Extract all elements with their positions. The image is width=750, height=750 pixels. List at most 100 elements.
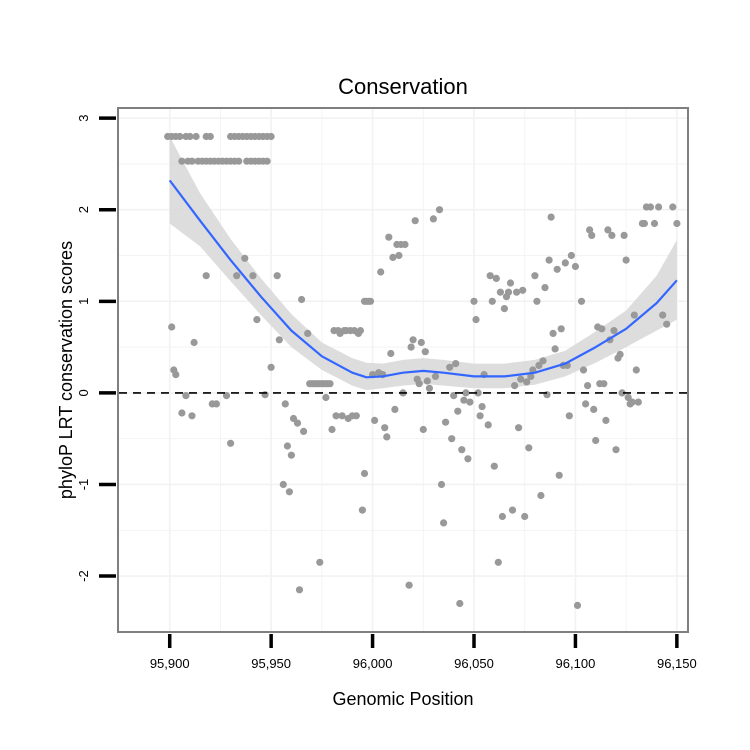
data-point (352, 412, 360, 420)
data-point (630, 311, 638, 319)
data-point (431, 372, 440, 380)
data-point (561, 259, 569, 267)
x-tick-label: 95,950 (251, 656, 291, 671)
data-point (300, 427, 308, 435)
data-point (527, 372, 535, 380)
data-point (401, 240, 409, 249)
data-point (360, 469, 369, 478)
data-point (634, 398, 642, 406)
data-point (273, 272, 281, 280)
data-point (577, 297, 586, 305)
data-point (492, 274, 500, 282)
y-axis: -2 -1 0 1 2 3 (76, 115, 116, 582)
data-point (504, 288, 513, 296)
data-point (547, 213, 555, 221)
data-point (498, 512, 506, 521)
data-point (470, 297, 478, 305)
data-point (510, 382, 519, 390)
data-point (476, 412, 484, 420)
data-point (659, 311, 667, 319)
data-point (206, 132, 214, 141)
data-point (389, 253, 397, 261)
data-point (513, 288, 521, 296)
data-point (387, 349, 395, 358)
x-tick-label: 96,150 (657, 656, 697, 671)
data-point (222, 392, 231, 400)
data-point (212, 400, 220, 408)
data-point (188, 412, 196, 420)
data-point (565, 412, 573, 420)
data-point (557, 325, 565, 333)
data-point (442, 418, 450, 426)
data-point (456, 599, 464, 608)
data-point (275, 336, 283, 344)
data-point (395, 251, 403, 260)
data-point (425, 384, 433, 392)
data-point (600, 380, 608, 388)
data-point (281, 400, 289, 408)
data-point (417, 338, 425, 347)
data-point (188, 157, 196, 165)
data-point (287, 451, 295, 459)
y-tick-label: -1 (76, 479, 91, 491)
grid-lines (119, 109, 687, 631)
data-point (227, 439, 235, 447)
data-point (192, 132, 200, 141)
data-point (385, 233, 393, 241)
data-point (466, 398, 474, 406)
data-point (549, 329, 557, 337)
data-point (178, 157, 186, 165)
data-point (458, 446, 466, 454)
data-point (326, 380, 334, 388)
data-point (460, 396, 468, 404)
data-point (567, 251, 576, 260)
y-tick-label: -2 (76, 570, 91, 582)
data-point (328, 425, 336, 434)
y-tick-label: 0 (76, 389, 91, 396)
y-axis-title: phyloP LRT conservation scores (56, 241, 76, 499)
data-point (168, 323, 176, 331)
data-point (669, 203, 677, 211)
data-point (592, 436, 600, 445)
data-point (523, 378, 531, 386)
confidence-ribbon (169, 136, 677, 391)
data-point (620, 231, 628, 239)
data-point (646, 203, 655, 211)
data-point (366, 297, 375, 305)
y-tick-label: 2 (76, 206, 91, 213)
data-point (293, 419, 302, 427)
data-point (358, 506, 366, 514)
data-point (267, 363, 275, 371)
chart-title: Conservation (338, 74, 468, 99)
data-point (338, 412, 346, 420)
x-tick-label: 95,900 (150, 656, 190, 671)
data-point (381, 424, 389, 432)
data-point (202, 272, 210, 280)
data-point (604, 226, 612, 234)
data-point (190, 338, 198, 347)
data-point (525, 444, 533, 452)
data-point (298, 295, 306, 304)
data-point (279, 480, 287, 489)
data-point (488, 297, 496, 305)
data-point (663, 320, 671, 328)
data-point (462, 389, 470, 397)
data-point (440, 519, 448, 527)
data-point (263, 157, 271, 165)
data-point (405, 581, 413, 589)
data-point (233, 272, 241, 280)
data-point (618, 389, 626, 397)
data-point (590, 405, 598, 413)
data-point (582, 400, 590, 408)
data-point (474, 389, 482, 397)
data-point (494, 558, 502, 566)
data-point (640, 219, 649, 228)
data-point (533, 297, 541, 305)
data-point (419, 425, 427, 434)
data-point (452, 360, 460, 368)
data-point (322, 393, 330, 402)
data-point (415, 380, 423, 388)
data-point (423, 377, 431, 385)
data-point (409, 336, 417, 344)
data-point (531, 272, 539, 280)
